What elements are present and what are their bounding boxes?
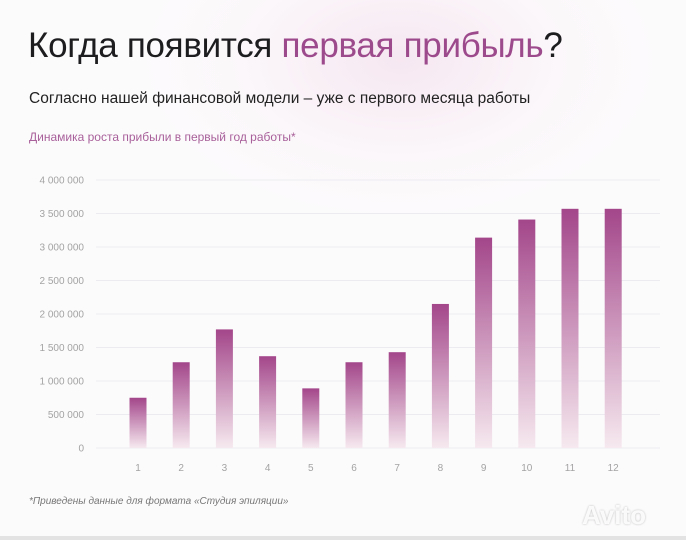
title-highlight: первая прибыль: [281, 26, 544, 65]
y-tick-label: 3 000 000: [40, 243, 85, 254]
x-tick-label: 6: [351, 463, 357, 474]
x-tick-label: 2: [178, 463, 184, 474]
bar-month-7: [388, 352, 406, 448]
x-tick-label: 8: [438, 463, 444, 474]
y-tick-label: 1 500 000: [40, 343, 85, 354]
x-tick-label: 4: [265, 463, 271, 474]
x-tick-label: 7: [394, 463, 400, 474]
bottom-divider: [0, 536, 686, 540]
y-tick-label: 0: [78, 444, 84, 455]
x-tick-label: 10: [521, 463, 533, 474]
avito-watermark: Avito: [582, 500, 647, 530]
x-tick-label: 9: [481, 463, 487, 474]
bar-month-12: [604, 208, 622, 448]
bar-month-5: [302, 388, 320, 448]
bar-month-9: [475, 237, 493, 448]
bar-month-1: [129, 397, 147, 448]
y-tick-label: 2 500 000: [40, 276, 85, 287]
footnote: *Приведены данные для формата «Студия эп…: [29, 496, 289, 507]
page-title: Когда появится первая прибыль?: [28, 26, 563, 65]
bar-month-3: [215, 329, 233, 448]
subtitle: Согласно нашей финансовой модели – уже с…: [29, 90, 531, 107]
bar-month-8: [431, 303, 449, 448]
y-tick-label: 500 000: [48, 410, 85, 421]
x-tick-label: 1: [135, 463, 141, 474]
x-tick-label: 12: [608, 463, 620, 474]
y-tick-label: 4 000 000: [40, 176, 85, 187]
x-tick-label: 3: [222, 463, 228, 474]
y-tick-label: 1 000 000: [40, 377, 85, 388]
chart-title: Динамика роста прибыли в первый год рабо…: [29, 130, 296, 144]
x-tick-label: 11: [565, 463, 576, 474]
x-tick-label: 5: [308, 463, 314, 474]
y-tick-label: 2 000 000: [40, 310, 85, 321]
bar-month-6: [345, 362, 363, 448]
bar-month-4: [259, 356, 277, 448]
bar-month-11: [561, 208, 579, 448]
bar-month-2: [172, 362, 190, 448]
bar-month-10: [518, 219, 536, 448]
y-tick-label: 3 500 000: [40, 209, 85, 220]
